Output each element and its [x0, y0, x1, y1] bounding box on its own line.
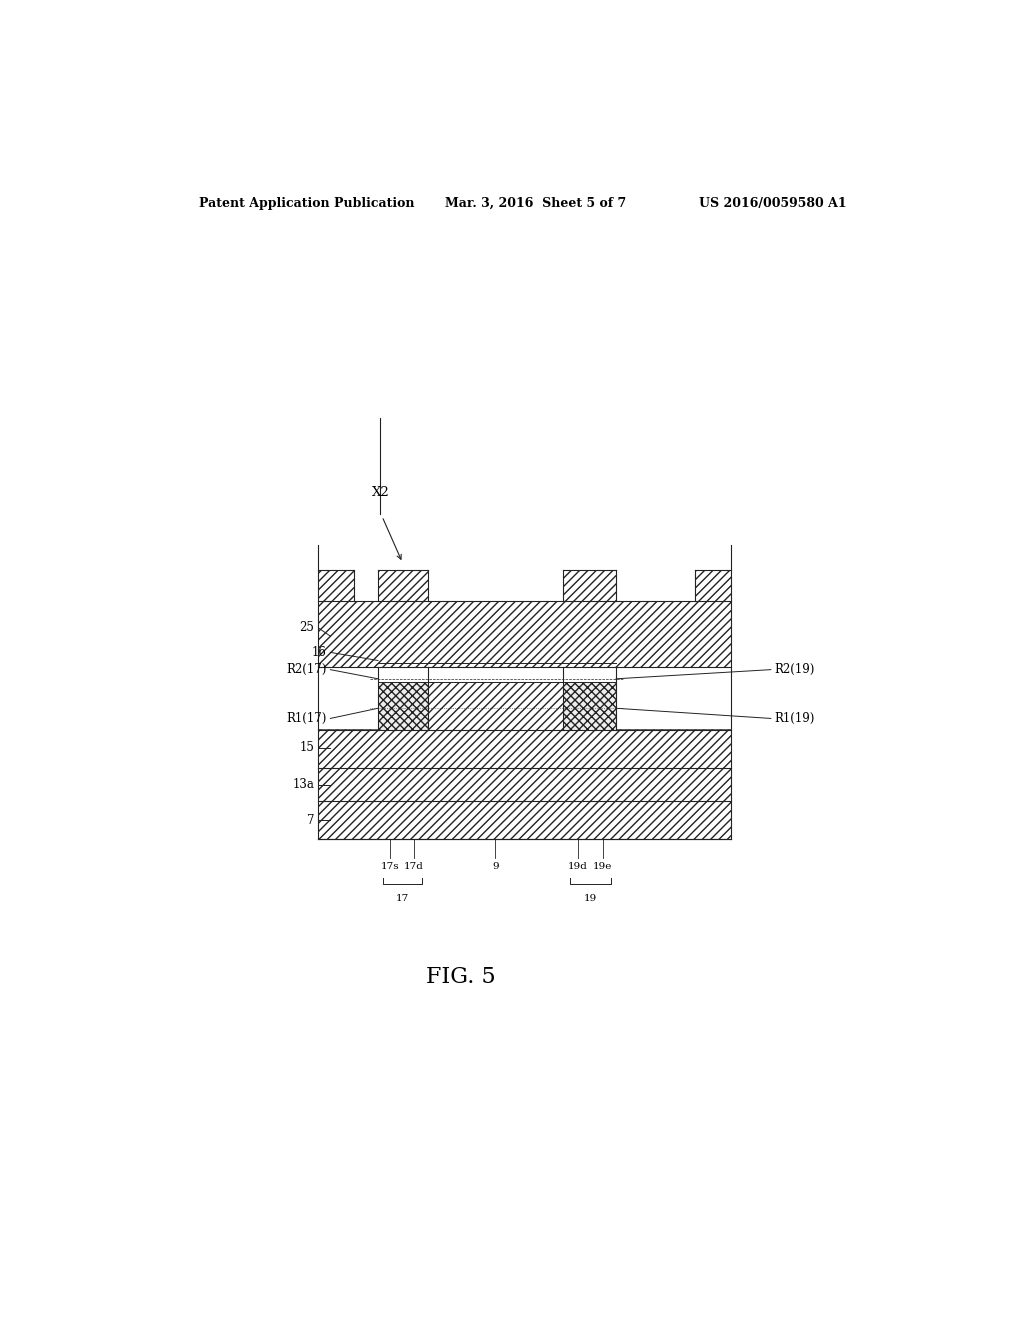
Text: R1(17): R1(17): [286, 711, 327, 725]
Bar: [563, 678, 616, 730]
Text: US 2016/0059580 A1: US 2016/0059580 A1: [699, 197, 847, 210]
Text: FIG. 5: FIG. 5: [427, 966, 496, 987]
Text: 13a: 13a: [293, 777, 314, 791]
Text: 17s: 17s: [381, 862, 399, 871]
Text: 19: 19: [584, 894, 597, 903]
Bar: [695, 570, 731, 601]
Text: 16: 16: [311, 645, 327, 659]
Text: R2(19): R2(19): [775, 663, 815, 676]
Text: 17: 17: [395, 894, 409, 903]
Text: 15: 15: [300, 742, 314, 755]
Bar: [378, 678, 428, 730]
Text: Patent Application Publication: Patent Application Publication: [200, 197, 415, 210]
Text: R1(19): R1(19): [775, 711, 815, 725]
Bar: [318, 768, 731, 801]
Text: 19d: 19d: [568, 862, 588, 871]
Bar: [428, 673, 563, 730]
Bar: [563, 570, 616, 601]
Bar: [378, 570, 428, 601]
Text: 19e: 19e: [593, 862, 612, 871]
Text: X2: X2: [372, 486, 389, 499]
Text: Mar. 3, 2016  Sheet 5 of 7: Mar. 3, 2016 Sheet 5 of 7: [445, 197, 627, 210]
Bar: [318, 570, 354, 601]
Text: 17d: 17d: [404, 862, 424, 871]
Bar: [318, 601, 731, 667]
Bar: [318, 801, 731, 840]
Text: R2(17): R2(17): [286, 663, 327, 676]
Bar: [318, 730, 731, 768]
Text: 25: 25: [300, 622, 314, 635]
Bar: [378, 663, 616, 682]
Text: 9: 9: [493, 862, 499, 871]
Text: 7: 7: [307, 813, 314, 826]
